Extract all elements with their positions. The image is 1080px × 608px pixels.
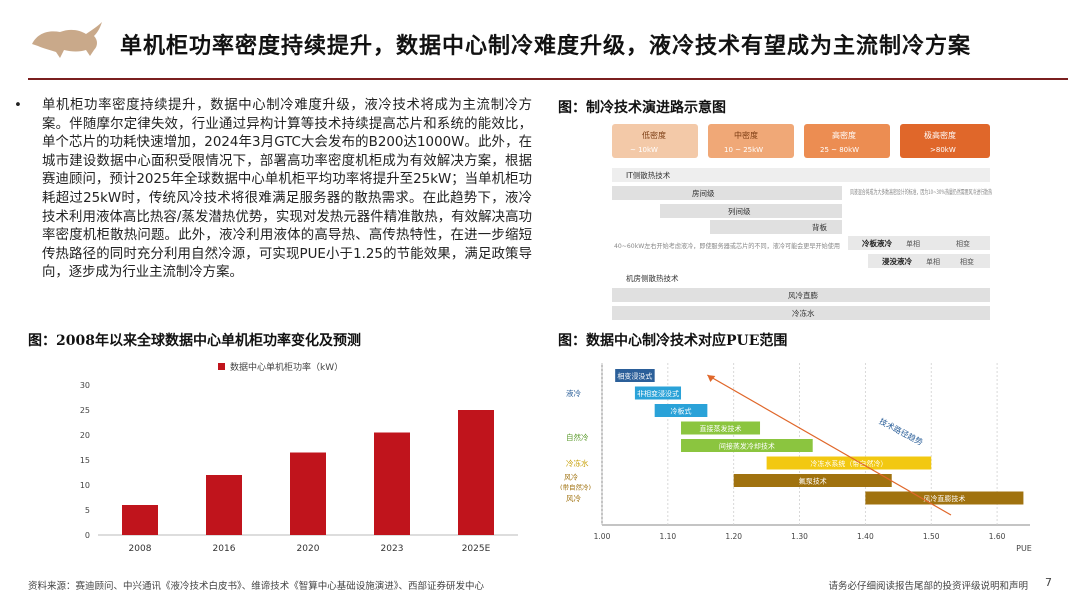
y-tick-label: 5 [85, 506, 90, 515]
pue-bar-label: 冷板式 [671, 407, 692, 416]
density-mid-range: 10 ~ 25kW [724, 146, 763, 154]
mix-note: 风液混合将成为大多数高密设计的标准，因为10~30%热量仍然需要风冷进行散热 [850, 187, 992, 196]
x-axis-label: PUE [1016, 544, 1032, 553]
density-mid-label: 中密度 [734, 130, 758, 140]
density-high-range: 25 ~ 80kW [820, 146, 859, 154]
group-label: 风冷 [564, 473, 578, 482]
bar-2020 [290, 452, 326, 535]
source-note: 资料来源：赛迪顾问、中兴通讯《液冷技术白皮书》、维谛技术《智算中心基础设施演进》… [28, 581, 485, 592]
legend-label: 数据中心单机柜功率（kW） [230, 361, 343, 373]
group-label: 冷冻水 [566, 458, 589, 468]
x-tick-label: 1.30 [791, 532, 808, 541]
x-tick-label: 1.40 [857, 532, 874, 541]
x-tick-label: 2016 [213, 544, 236, 554]
x-tick-label: 1.20 [725, 532, 742, 541]
bar-chart-caption: 图：2008年以来全球数据中心单机柜功率变化及预测 [28, 333, 361, 349]
x-tick-label: 2023 [381, 544, 404, 554]
trend-annotation: 技术路径趋势 [878, 416, 925, 447]
trend-arrowhead [707, 375, 716, 382]
room-section-label: 机房侧散热技术 [626, 273, 679, 283]
group-label-sub: (带自然冷) [560, 483, 591, 492]
cold-plate-tag-2: 相变 [956, 239, 970, 248]
group-label: 液冷 [566, 388, 581, 398]
pue-bar [681, 421, 761, 435]
pue-bar-label: 直接蒸发技术 [700, 424, 742, 433]
header-divider [28, 78, 1068, 80]
density-high-label: 高密度 [832, 130, 856, 140]
pue-bar [681, 439, 813, 452]
pue-chart-caption: 图：数据中心制冷技术对应PUE范围 [558, 333, 788, 349]
cold-plate-label: 冷板液冷 [862, 238, 892, 248]
density-mid-box: 中密度 10 ~ 25kW [708, 124, 794, 158]
density-low-range: ~ 10kW [630, 146, 658, 154]
pue-bar-label: 氟泵技术 [799, 477, 827, 486]
pue-bar [615, 369, 655, 382]
density-low-box: 低密度 ~ 10kW [612, 124, 698, 158]
pue-bar-label: 相变浸没式 [617, 372, 652, 381]
bullet-text: 单机柜功率密度持续提升，数据中心制冷难度升级，液冷技术将成为主流制冷方案。伴随摩… [42, 98, 532, 281]
pue-bar [654, 404, 708, 417]
density-xhigh-box: 极高密度 >80kW [900, 124, 990, 158]
evolution-diagram: 低密度 ~ 10kW 中密度 10 ~ 25kW 高密度 25 ~ 80kW 极… [612, 124, 992, 320]
density-high-box: 高密度 25 ~ 80kW [804, 124, 890, 158]
group-label: 风冷 [566, 493, 581, 503]
y-tick-label: 15 [80, 456, 90, 465]
x-tick-label: 2008 [129, 544, 152, 554]
bull-logo-icon [32, 22, 102, 58]
chilled-water-label: 冷冻水 [792, 308, 815, 318]
it-section-label: IT侧散热技术 [626, 170, 671, 180]
pue-range-chart: 1.00 1.10 1.20 1.30 1.40 1.50 1.60 PUE 相变浸没式非相变浸… [560, 363, 1032, 553]
y-tick-label: 0 [85, 531, 90, 540]
liquid-note: 40~60kW左右开始考虑液冷，即使服务器或芯片的不同，液冷可能会更早开始使用 [614, 241, 840, 250]
evolution-caption: 图：制冷技术演进路示意图 [558, 100, 726, 116]
x-tick-label: 1.50 [923, 532, 940, 541]
cold-plate-tag-1: 单相 [906, 239, 920, 248]
y-tick-label: 10 [80, 481, 90, 490]
bullet-symbol: • [14, 98, 22, 113]
legend-swatch [218, 363, 225, 370]
bar-2025E [458, 410, 494, 535]
pue-bar-label: 非相变浸没式 [637, 389, 679, 398]
pue-bar-label: 风冷直膨技术 [923, 494, 965, 503]
page-number: 7 [1045, 576, 1052, 589]
immersion-tag-1: 单相 [926, 257, 940, 266]
back-panel-label: 背板 [812, 222, 827, 232]
header: 单机柜功率密度持续提升，数据中心制冷难度升级，液冷技术有望成为主流制冷方案 [0, 0, 1080, 80]
page-title: 单机柜功率密度持续提升，数据中心制冷难度升级，液冷技术有望成为主流制冷方案 [120, 33, 972, 59]
immersion-label: 浸没液冷 [882, 256, 912, 266]
bar-2008 [122, 505, 158, 535]
x-tick-label: 1.00 [594, 532, 611, 541]
pue-bar [634, 386, 682, 400]
immersion-tag-2: 相变 [960, 257, 974, 266]
disclaimer: 请务必仔细阅读报告尾部的投资评级说明和声明 [828, 581, 1028, 592]
pue-bar [766, 456, 932, 470]
bar-2016 [206, 475, 242, 535]
x-tick-label: 2025E [462, 544, 491, 554]
group-label: 自然冷 [566, 432, 589, 442]
bar-2023 [374, 432, 410, 535]
pue-bar [865, 491, 1024, 505]
x-tick-label: 1.60 [989, 532, 1006, 541]
trend-arrow [707, 374, 952, 516]
density-xhigh-label: 极高密度 [924, 130, 956, 140]
room-level-label: 房间级 [692, 188, 715, 198]
pue-bar [733, 474, 892, 487]
y-tick-label: 30 [80, 381, 90, 390]
y-tick-label: 20 [80, 431, 90, 440]
y-tick-label: 25 [80, 406, 90, 415]
density-xhigh-range: >80kW [930, 146, 956, 154]
air-cooling-label: 风冷直膨 [788, 290, 818, 300]
density-low-label: 低密度 [642, 130, 666, 140]
pue-bar-label: 冷冻水系统（带自然冷） [810, 459, 887, 468]
power-bar-chart: 数据中心单机柜功率（kW） 0 5 10 15 20 25 30 2008 2016 2020 202… [80, 361, 518, 554]
x-tick-label: 2020 [297, 544, 320, 554]
row-level-label: 列间级 [728, 206, 751, 216]
pue-bar-label: 间接蒸发冷却技术 [719, 442, 775, 451]
x-tick-label: 1.10 [659, 532, 676, 541]
